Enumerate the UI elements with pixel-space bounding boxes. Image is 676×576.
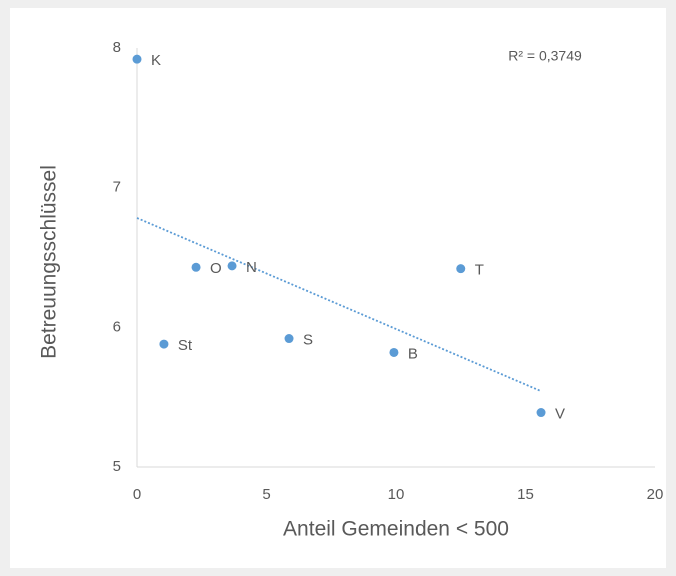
y-tick-label: 5	[113, 458, 121, 475]
point	[227, 261, 237, 271]
x-tick-label: 0	[133, 486, 141, 503]
point	[536, 408, 546, 418]
y-tick-label: 7	[113, 179, 121, 196]
point-label: T	[475, 262, 484, 279]
point-label: B	[408, 345, 418, 362]
r-squared-annotation: R² = 0,3749	[508, 48, 582, 64]
point	[132, 54, 142, 64]
chart-background	[10, 8, 666, 568]
y-tick-label: 6	[113, 318, 121, 335]
point-label: V	[555, 405, 565, 422]
point-label: S	[303, 331, 313, 348]
point	[456, 264, 466, 274]
trendline	[136, 217, 542, 392]
point-label: O	[210, 260, 222, 277]
point-label: N	[246, 259, 257, 276]
x-tick-label: 5	[262, 486, 270, 503]
x-tick-label: 10	[388, 486, 405, 503]
point	[389, 347, 399, 357]
y-axis-title: Betreuungsschlüssel	[38, 165, 61, 359]
point	[284, 334, 294, 344]
point	[191, 262, 201, 272]
x-axis-title: Anteil Gemeinden < 500	[283, 518, 509, 541]
x-tick-label: 15	[517, 486, 534, 503]
point-label: St	[178, 337, 193, 354]
point-label: K	[151, 52, 161, 69]
y-tick-label: 8	[113, 39, 121, 56]
point	[159, 339, 169, 349]
x-tick-label: 20	[647, 486, 664, 503]
